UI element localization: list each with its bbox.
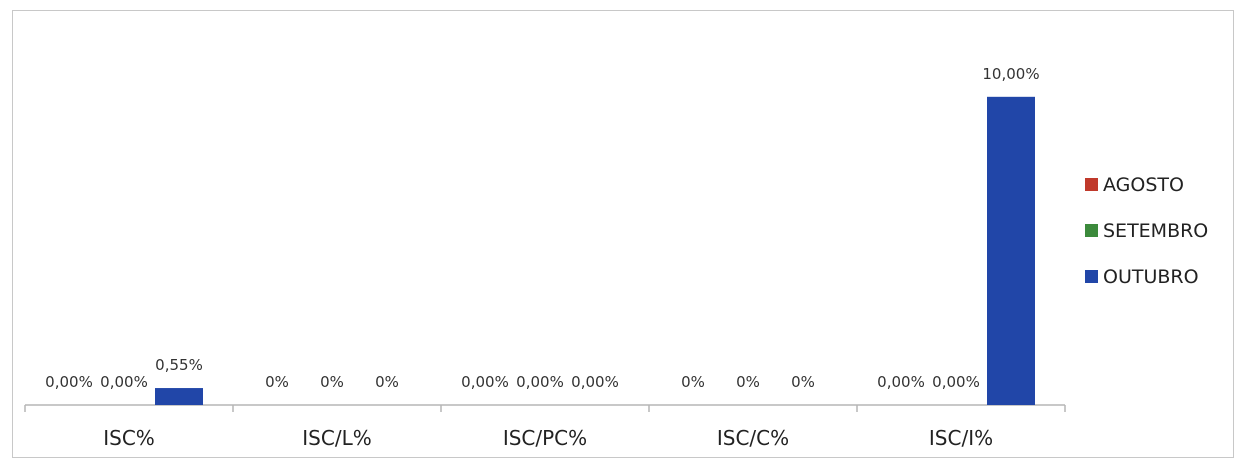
- x-tick-label-isc-c: ISC/C%: [717, 426, 789, 450]
- data-label-setembro-isc-c: 0%: [736, 373, 760, 391]
- data-label-setembro-isc-l: 0%: [320, 373, 344, 391]
- data-label-outubro-isc-i: 10,00%: [982, 65, 1039, 83]
- legend-label-outubro: OUTUBRO: [1103, 266, 1199, 288]
- x-tick-label-isc-pc: ISC/PC%: [503, 426, 587, 450]
- x-tick-label-isc-i: ISC/I%: [929, 426, 993, 450]
- data-label-outubro-isc-c: 0%: [791, 373, 815, 391]
- x-tick-label-isc-l: ISC/L%: [302, 426, 371, 450]
- data-label-agosto-isc-pc: 0,00%: [461, 373, 509, 391]
- data-label-agosto-isc-c: 0%: [681, 373, 705, 391]
- data-label-agosto-isc-i: 0,00%: [877, 373, 925, 391]
- data-label-setembro-isc-i: 0,00%: [932, 373, 980, 391]
- data-label-outubro-isc: 0,55%: [155, 356, 203, 374]
- legend-swatch-outubro: [1085, 270, 1098, 283]
- x-tick-label-isc: ISC%: [103, 426, 155, 450]
- data-label-outubro-isc-pc: 0,00%: [571, 373, 619, 391]
- data-label-agosto-isc: 0,00%: [45, 373, 93, 391]
- data-label-setembro-isc: 0,00%: [100, 373, 148, 391]
- legend-swatch-setembro: [1085, 224, 1098, 237]
- data-label-agosto-isc-l: 0%: [265, 373, 289, 391]
- legend-label-setembro: SETEMBRO: [1103, 220, 1208, 242]
- legend-label-agosto: AGOSTO: [1103, 174, 1184, 196]
- bar-outubro-isc: [155, 388, 203, 405]
- legend-swatch-agosto: [1085, 178, 1098, 191]
- data-label-setembro-isc-pc: 0,00%: [516, 373, 564, 391]
- data-label-outubro-isc-l: 0%: [375, 373, 399, 391]
- bar-outubro-isc-i: [987, 96, 1035, 406]
